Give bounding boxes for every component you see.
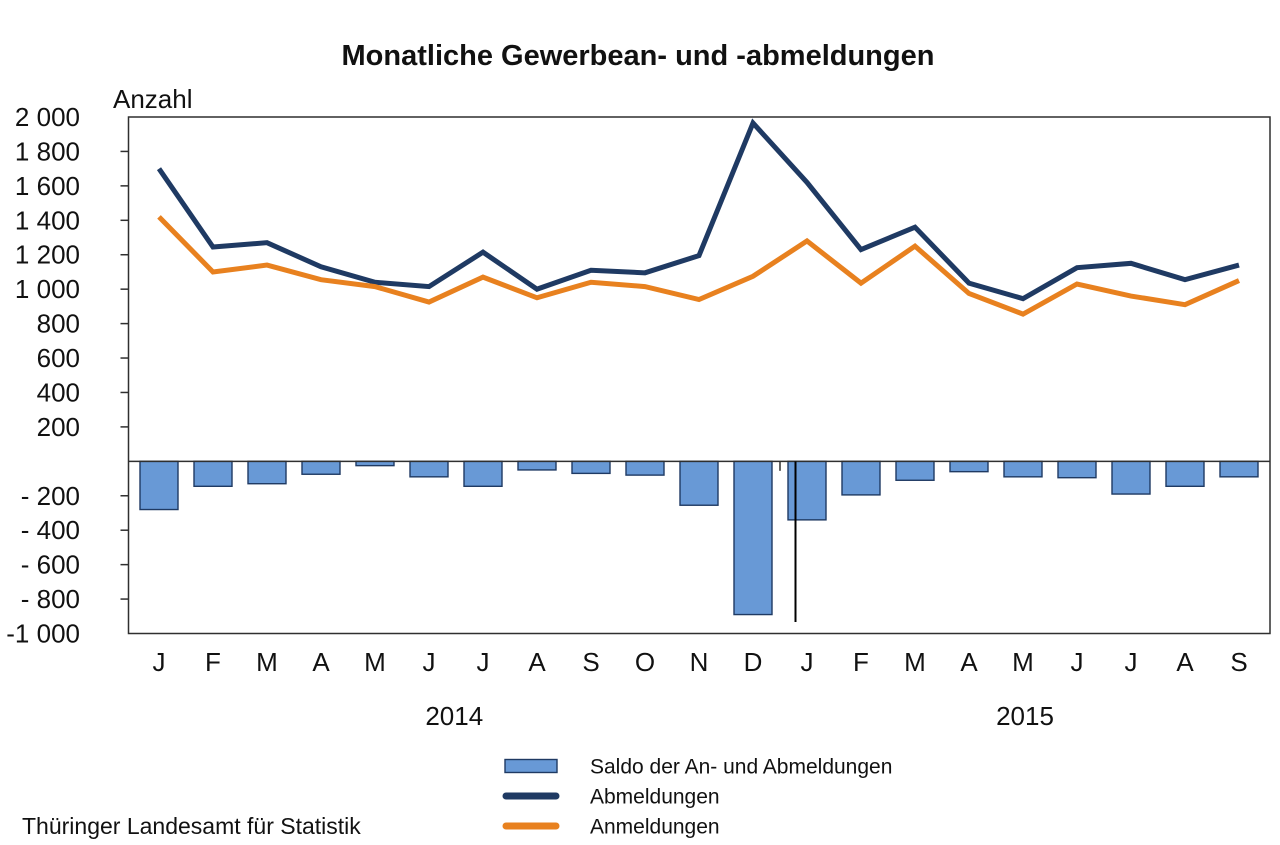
- x-tick-label: F: [205, 647, 221, 677]
- legend-saldo-swatch: [504, 758, 558, 774]
- year-label: 2015: [996, 701, 1054, 731]
- legend-saldo-label: Saldo der An- und Abmeldungen: [590, 756, 892, 779]
- saldo-bar: [1219, 460, 1259, 478]
- year-label: 2014: [425, 701, 483, 731]
- y-tick-label: - 200: [21, 481, 80, 511]
- saldo-bar: [679, 460, 719, 506]
- x-tick-label: M: [364, 647, 386, 677]
- saldo-bar-series: [139, 460, 1259, 616]
- y-tick-label: 1 200: [15, 240, 80, 270]
- x-tick-label: J: [423, 647, 436, 677]
- x-tick-label: A: [528, 647, 546, 677]
- x-tick-label: S: [1230, 647, 1247, 677]
- y-tick-label: 1 800: [15, 136, 80, 166]
- y-tick-label: - 600: [21, 550, 80, 580]
- y-tick-label: 200: [37, 412, 80, 442]
- y-tick-label: 800: [37, 309, 80, 339]
- x-tick-label: A: [1176, 647, 1194, 677]
- y-tick-label: 1 400: [15, 205, 80, 235]
- saldo-bar: [463, 460, 503, 487]
- saldo-bar: [625, 460, 665, 476]
- x-tick-label: A: [312, 647, 330, 677]
- saldo-bar: [949, 460, 989, 473]
- anmeldungen-line: [157, 215, 1241, 317]
- saldo-bar: [139, 460, 179, 511]
- saldo-bar: [841, 460, 881, 496]
- saldo-bar: [733, 460, 773, 616]
- saldo-bar: [301, 460, 341, 475]
- x-tick-label: M: [1012, 647, 1034, 677]
- x-tick-label: J: [1125, 647, 1138, 677]
- saldo-bar: [1057, 460, 1097, 479]
- y-tick-label: 2 000: [15, 102, 80, 132]
- saldo-bar: [1003, 460, 1043, 478]
- x-tick-label: S: [582, 647, 599, 677]
- source-label: Thüringer Landesamt für Statistik: [22, 813, 361, 839]
- abmeldungen-line: [156, 118, 1240, 302]
- saldo-bar: [1165, 460, 1205, 487]
- x-tick-label: N: [690, 647, 709, 677]
- x-tick-label: J: [1071, 647, 1084, 677]
- saldo-bar: [193, 460, 233, 487]
- saldo-bar: [517, 460, 557, 471]
- plot-border: [127, 116, 1271, 635]
- saldo-bar: [247, 460, 287, 485]
- y-tick-label: - 800: [21, 584, 80, 614]
- x-tick-label: J: [477, 647, 490, 677]
- legend-anmeldungen-label: Anmeldungen: [590, 816, 720, 839]
- y-axis-title: Anzahl: [113, 84, 193, 114]
- y-tick-label: 1 000: [15, 274, 80, 304]
- y-tick-label: -1 000: [6, 619, 80, 649]
- chart-title: Monatliche Gewerbean- und -abmeldungen: [342, 40, 935, 72]
- saldo-bar: [1111, 460, 1151, 495]
- saldo-bar: [895, 460, 935, 481]
- x-tick-label: D: [744, 647, 763, 677]
- y-tick-label: 1 600: [15, 171, 80, 201]
- year-labels: 2014 2015: [425, 701, 1054, 731]
- x-tick-label: A: [960, 647, 978, 677]
- legend: Saldo der An- und Abmeldungen Abmeldunge…: [502, 756, 892, 839]
- y-tick-label: 400: [37, 377, 80, 407]
- y-tick-label: - 400: [21, 515, 80, 545]
- y-axis: 2 000 1 800 1 600 1 400 1 200 1 000 800 600 400 2…: [6, 102, 129, 649]
- x-tick-label: J: [153, 647, 166, 677]
- saldo-bar: [787, 460, 827, 521]
- saldo-bar: [571, 460, 611, 475]
- y-tick-label: 600: [37, 343, 80, 373]
- saldo-bar: [409, 460, 449, 478]
- legend-abmeldungen-label: Abmeldungen: [590, 786, 720, 809]
- x-tick-label: M: [256, 647, 278, 677]
- x-tick-label: J: [801, 647, 814, 677]
- x-tick-label: O: [635, 647, 655, 677]
- x-tick-label: F: [853, 647, 869, 677]
- x-tick-label: M: [904, 647, 926, 677]
